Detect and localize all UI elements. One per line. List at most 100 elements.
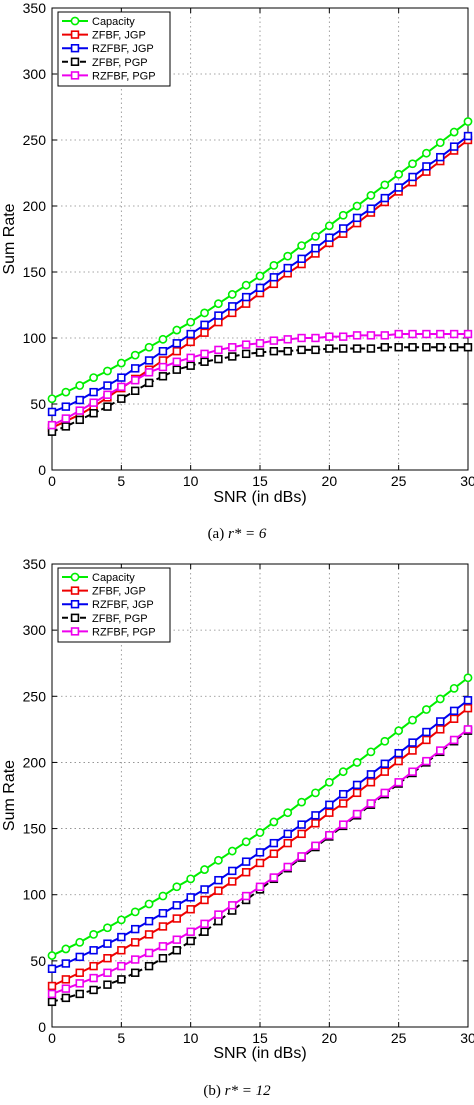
data-point [47, 951, 57, 960]
data-point [241, 837, 251, 847]
data-point [422, 329, 431, 339]
data-point [89, 930, 98, 939]
data-point [172, 339, 181, 348]
x-tick-label: 15 [252, 473, 268, 489]
data-point [172, 914, 181, 923]
data-point [408, 343, 417, 352]
data-point [436, 343, 445, 352]
y-tick-label: 0 [38, 462, 46, 478]
data-point [408, 738, 417, 747]
data-point [283, 263, 292, 273]
data-point [47, 407, 57, 417]
data-point [172, 365, 181, 374]
data-point [214, 875, 223, 885]
data-point [352, 758, 362, 767]
data-point [435, 694, 445, 704]
data-point [214, 317, 223, 327]
data-point [408, 715, 417, 725]
data-point [89, 373, 98, 382]
data-point [61, 993, 71, 1003]
data-point [214, 886, 223, 895]
data-point [255, 882, 265, 891]
series-capacity [47, 673, 473, 960]
data-point [394, 183, 403, 192]
legend-label: RZFBF, PGP [92, 626, 156, 638]
data-point [144, 961, 154, 971]
data-point [228, 877, 237, 886]
data-point [422, 756, 431, 766]
data-point [117, 975, 126, 984]
y-tick-label: 200 [23, 198, 47, 214]
data-point [117, 932, 126, 942]
data-point [144, 948, 154, 958]
data-point [103, 923, 112, 933]
data-point [241, 280, 251, 290]
data-point [89, 946, 98, 955]
legend-marker [70, 627, 80, 636]
data-point [131, 938, 140, 947]
data-point [200, 885, 209, 894]
data-point [75, 968, 84, 977]
series-zfbf-jgp [47, 703, 473, 991]
legend-marker [70, 71, 80, 80]
legend-marker [70, 572, 80, 582]
data-point [47, 964, 57, 973]
data-point [228, 343, 237, 352]
series-capacity [47, 117, 473, 404]
data-point [352, 331, 362, 340]
data-point [117, 373, 126, 382]
legend-label: RZFBF, JGP [92, 599, 154, 611]
data-point [311, 811, 320, 820]
data-point [352, 344, 362, 353]
data-point [283, 808, 293, 818]
data-point [463, 131, 473, 141]
data-point [269, 336, 279, 345]
data-point [144, 368, 154, 377]
data-point [394, 329, 403, 339]
data-point [283, 829, 292, 839]
legend-label: RZFBF, PGP [92, 70, 156, 82]
data-point [366, 799, 376, 808]
data-point [283, 335, 292, 344]
y-tick-label: 250 [23, 132, 47, 148]
data-point [269, 279, 279, 289]
x-tick-label: 10 [183, 1030, 199, 1046]
data-point [186, 317, 196, 327]
data-point [200, 895, 209, 905]
data-point [325, 233, 334, 242]
data-point [380, 331, 389, 340]
data-point [255, 348, 265, 357]
data-point [172, 346, 181, 356]
data-point [338, 344, 348, 353]
legend-label: Capacity [92, 572, 135, 584]
x-tick-label: 5 [117, 473, 125, 489]
data-point [380, 736, 390, 746]
data-point [324, 777, 334, 787]
legend-label: ZFBF, PGP [92, 613, 148, 625]
x-tick-label: 20 [322, 1030, 338, 1046]
x-axis-title: SNR (in dBs) [213, 489, 306, 506]
data-point [227, 290, 237, 299]
data-point [352, 788, 362, 798]
y-tick-label: 200 [23, 754, 47, 770]
data-point [103, 390, 112, 399]
data-point [131, 376, 140, 385]
data-point [214, 910, 223, 919]
data-point [338, 820, 348, 829]
data-point [255, 339, 265, 348]
data-point [200, 357, 209, 366]
data-point [103, 366, 112, 376]
data-point [228, 901, 237, 910]
data-point [144, 899, 154, 909]
data-point [61, 984, 71, 993]
y-axis-title: Sum Rate [1, 760, 18, 831]
series-rzfbf-pgp [47, 725, 473, 999]
data-point [436, 329, 445, 339]
y-tick-label: 300 [23, 66, 47, 82]
y-tick-label: 250 [23, 688, 47, 704]
data-point [311, 345, 320, 355]
data-point [422, 735, 431, 745]
